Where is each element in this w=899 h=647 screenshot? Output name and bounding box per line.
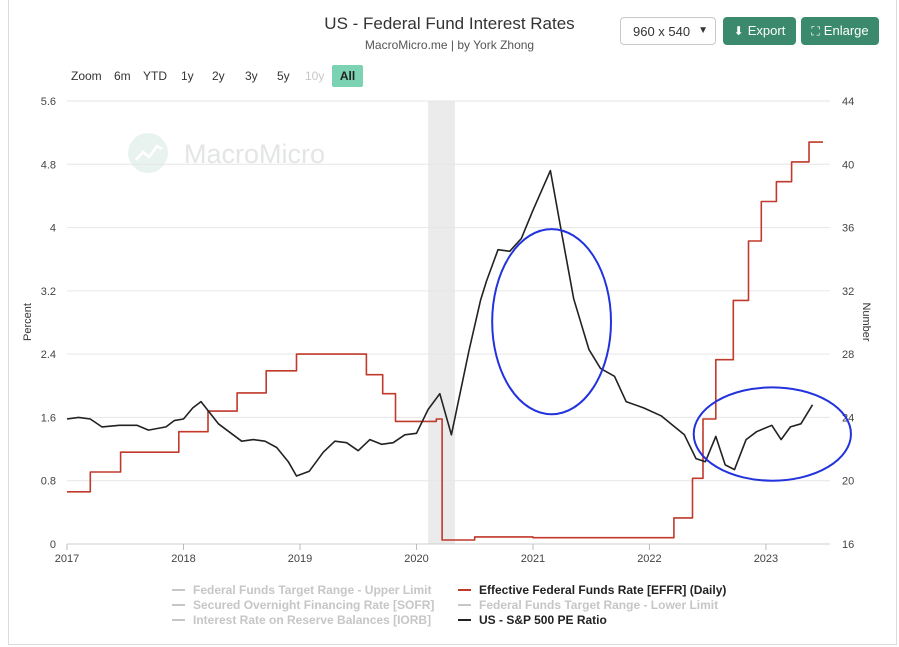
y2-tick-label: 28 [842,349,854,361]
x-tick-label: 2021 [521,553,545,565]
zoom-all[interactable]: All [332,65,363,87]
zoom-ytd[interactable]: YTD [143,69,167,83]
annotation-ellipse [491,228,613,416]
export-button-label: Export [747,23,786,38]
x-tick-label: 2022 [637,553,661,565]
legend-item-upper-limit[interactable]: Federal Funds Target Range - Upper Limit [172,583,431,597]
y2-tick-label: 44 [842,96,854,108]
download-icon: ⬇ [733,24,744,38]
y-tick-label: 3.2 [41,286,56,298]
legend-item-sofr[interactable]: Secured Overnight Financing Rate [SOFR] [172,598,434,612]
expand-icon: ⛶ [811,24,820,38]
annotation-ellipse [692,386,852,482]
y2-axis-label: Number [860,302,872,341]
chart-subtitle: MacroMicro.me | by York Zhong [364,38,535,52]
effr-line [67,141,823,541]
legend-item-effr[interactable]: Effective Federal Funds Rate [EFFR] (Dai… [458,583,726,597]
chart-title: US - Federal Fund Interest Rates [324,14,575,33]
legend-item-lower-limit[interactable]: Federal Funds Target Range - Lower Limit [458,598,718,612]
enlarge-button-label: Enlarge [823,23,869,38]
y2-tick-label: 32 [842,286,854,298]
y-tick-label: 4 [50,223,56,235]
y2-tick-label: 40 [842,159,854,171]
zoom-label: Zoom [71,69,102,83]
pe-ratio-line [66,169,814,477]
zoom-10y: 10y [305,69,325,83]
zoom-6m[interactable]: 6m [114,69,131,83]
series-layer [66,141,823,541]
y2-tick-label: 36 [842,223,854,235]
y-tick-label: 2.4 [41,349,56,361]
x-tick-label: 2023 [754,553,778,565]
chart-size-value: 960 x 540 [633,24,691,39]
y-tick-label: 0.8 [41,476,56,488]
y-axis-label: Percent [22,303,34,341]
zoom-1y[interactable]: 1y [181,69,194,83]
zoom-5y[interactable]: 5y [277,69,290,83]
axes: 00.81.62.43.244.85.616202428323640442017… [41,96,855,565]
y-tick-label: 0 [50,539,56,551]
y-tick-label: 5.6 [41,96,56,108]
x-tick-label: 2017 [55,553,79,565]
watermark: MacroMicro [128,133,325,173]
gridlines [67,100,830,545]
y-tick-label: 1.6 [41,412,56,424]
zoom-2y[interactable]: 2y [212,69,225,83]
y2-tick-label: 20 [842,476,854,488]
y2-tick-label: 16 [842,539,854,551]
annotation-layer [491,228,852,482]
legend-item-iorb[interactable]: Interest Rate on Reserve Balances [IORB] [172,613,431,627]
x-tick-label: 2018 [171,553,195,565]
chevron-down-icon: ▼ [698,25,708,36]
chart-size-select[interactable]: 960 x 540 ▼ [620,17,716,45]
y-tick-label: 4.8 [41,159,56,171]
enlarge-button[interactable]: ⛶ Enlarge [801,17,879,45]
chart-frame [8,0,897,645]
x-tick-label: 2019 [288,553,312,565]
x-tick-label: 2020 [404,553,428,565]
zoom-3y[interactable]: 3y [245,69,258,83]
export-button[interactable]: ⬇ Export [723,17,796,45]
legend-item-pe-ratio[interactable]: US - S&P 500 PE Ratio [458,613,607,627]
